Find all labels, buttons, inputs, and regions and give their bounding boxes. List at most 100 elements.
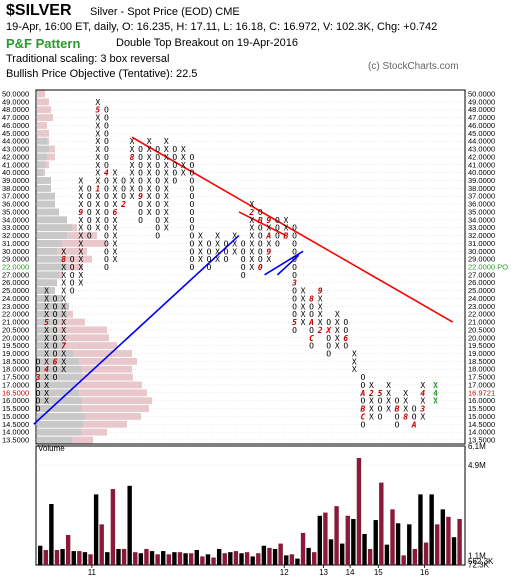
pf-x-mark: X: [164, 169, 169, 178]
volume-by-price-bar: [37, 405, 149, 412]
volume-bar: [183, 553, 188, 565]
volume-by-price-bar: [37, 263, 67, 271]
volume-bar: [278, 543, 283, 565]
y-tick-label-right: 19.0000: [468, 349, 495, 358]
y-tick-label-left: 49.0000: [2, 97, 29, 106]
pf-x-mark: X: [198, 247, 203, 256]
volume-bar: [328, 539, 334, 565]
volume-by-price-bar: [37, 106, 51, 114]
pf-x-mark: X: [318, 310, 323, 319]
volume-bar: [339, 543, 345, 565]
pf-x-mark: X: [318, 318, 323, 327]
volume-by-price-bar: [37, 137, 47, 145]
pf-x-mark: X: [147, 192, 152, 201]
y-tick-label-left: 25.0000: [2, 286, 29, 295]
volume-bar: [82, 552, 88, 565]
pf-o-mark: O: [292, 232, 297, 241]
volume-bar: [401, 555, 406, 565]
pf-x-mark: X: [147, 153, 152, 162]
pf-o-mark: O: [104, 121, 109, 130]
y-tick-label-right: 37.0000: [468, 192, 495, 201]
volume-bar: [93, 494, 99, 565]
y-tick-label-right: 35.0000: [468, 207, 495, 216]
pattern-detail: Double Top Breakout on 19-Apr-2016: [116, 37, 299, 49]
pf-x-mark: X: [113, 200, 118, 209]
y-tick-label-left: 43.0000: [2, 145, 29, 154]
pf-x-mark: X: [44, 302, 49, 311]
y-tick-label-right: 47.0000: [468, 113, 495, 122]
pf-month-mark: 9: [78, 208, 83, 217]
volume-by-price-bar: [37, 232, 67, 239]
pf-o-mark: O: [138, 177, 143, 186]
pf-x-mark: X: [164, 200, 169, 209]
volume-bar: [289, 554, 295, 565]
pf-o-mark: O: [309, 302, 314, 311]
pf-x-mark: X: [215, 239, 220, 248]
pf-o-mark: O: [53, 326, 58, 335]
pf-x-mark: X: [130, 184, 135, 193]
pf-x-mark: X: [78, 279, 83, 288]
pf-month-mark: A: [359, 389, 365, 398]
pf-o-mark: O: [104, 232, 109, 241]
pf-month-mark: 7: [61, 342, 66, 351]
pf-o-mark: O: [189, 239, 194, 248]
y-tick-label-left: 33.0000: [2, 223, 29, 232]
pf-x-mark: X: [335, 342, 340, 351]
pf-o-mark: O: [155, 216, 160, 225]
y-tick-label-right: 32.0000: [468, 231, 495, 240]
pf-x-mark: X: [301, 318, 306, 327]
pf-x-mark: X: [147, 161, 152, 170]
volume-bar: [138, 553, 144, 565]
volume-by-price-bar: [37, 184, 51, 192]
pf-x-mark: X: [95, 98, 100, 107]
pf-o-mark: O: [53, 302, 58, 311]
scaling-note: Traditional scaling: 3 box reversal: [6, 53, 170, 65]
pf-x-mark: X: [335, 326, 340, 335]
pf-o-mark: O: [241, 263, 246, 272]
pf-x-mark: X: [147, 184, 152, 193]
pf-x-mark: X: [352, 350, 357, 359]
pf-o-mark: O: [224, 239, 229, 248]
y-tick-label-left: 30.0000: [2, 247, 29, 256]
volume-by-price-bar: [37, 357, 137, 365]
pf-x-mark: X: [369, 397, 374, 406]
pf-x-mark: X: [61, 357, 66, 366]
pf-x-mark: X: [61, 350, 66, 359]
pf-o-mark: O: [53, 318, 58, 327]
volume-bar: [244, 552, 250, 565]
pf-x-mark: X: [301, 294, 306, 303]
pf-x-mark: X: [318, 302, 323, 311]
pf-x-mark: X: [78, 224, 83, 233]
volume-bar: [345, 515, 350, 565]
y-tick-label-right: 14.0000: [468, 428, 495, 437]
pf-month-mark: 1: [95, 184, 100, 193]
volume-by-price-bar: [37, 326, 107, 334]
pf-o-mark: O: [104, 114, 109, 123]
pf-month-mark: 6: [343, 334, 348, 343]
pf-x-mark: X: [215, 255, 220, 264]
pf-month-mark: 3: [35, 373, 41, 382]
volume-bar: [412, 548, 418, 565]
pf-month-mark: C: [309, 334, 314, 343]
pf-o-mark: O: [241, 239, 246, 248]
pf-x-mark: X: [61, 247, 66, 256]
volume-bar: [295, 558, 300, 565]
pf-month-mark: 2: [317, 326, 323, 335]
y-tick-label-right: 39.0000: [468, 176, 495, 185]
pf-x-mark: X: [95, 145, 100, 154]
pf-x-mark: X: [147, 169, 152, 178]
pf-o-mark: O: [121, 177, 126, 186]
pf-o-mark: O: [36, 397, 41, 406]
volume-bar: [205, 554, 211, 565]
volume-bar: [334, 506, 339, 565]
pf-month-mark: 4: [104, 169, 109, 178]
pf-o-mark: O: [292, 287, 297, 296]
y-tick-label-left: 50.0000: [2, 90, 29, 99]
pf-x-mark: X: [164, 153, 169, 162]
volume-bar: [256, 553, 261, 565]
pf-month-mark: 8: [130, 153, 135, 162]
volume-by-price-bar: [37, 365, 132, 373]
pf-x-mark: X: [78, 177, 83, 186]
pf-month-mark: A: [308, 318, 314, 327]
